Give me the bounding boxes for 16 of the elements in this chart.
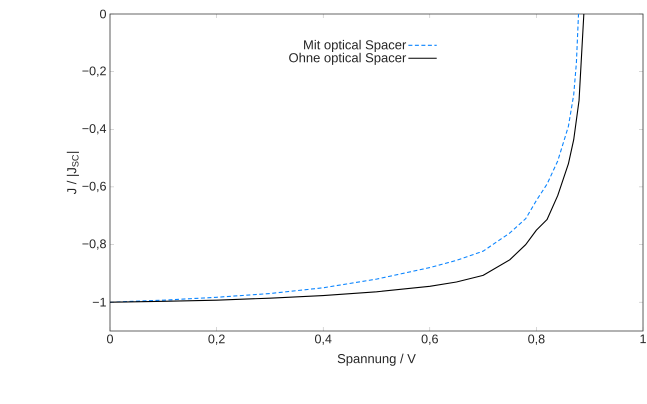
y-tick-label: −0,2 (82, 66, 106, 77)
y-tick-label: 0 (100, 10, 106, 18)
y-tick-label: −0,6 (82, 182, 106, 192)
x-tick-label: 0,6 (422, 334, 438, 345)
legend-label: Mit optical Spacer (304, 40, 406, 52)
x-axis-title: Spannung / V (338, 354, 416, 366)
y-tick-label: −1 (92, 298, 106, 306)
y-axis-title: J / |J$_{SC}$| (66, 152, 79, 194)
y-tick-label: −0,4 (82, 124, 106, 134)
x-tick-label: 0,4 (315, 334, 332, 345)
x-tick-label: 0 (107, 334, 113, 344)
x-tick-label: 0,2 (208, 334, 225, 345)
legend-label: Ohne optical Spacer (289, 52, 406, 65)
y-tick-label: −0,8 (82, 239, 106, 250)
x-tick-label: 1 (640, 334, 646, 344)
x-tick-label: 0,8 (528, 334, 545, 345)
